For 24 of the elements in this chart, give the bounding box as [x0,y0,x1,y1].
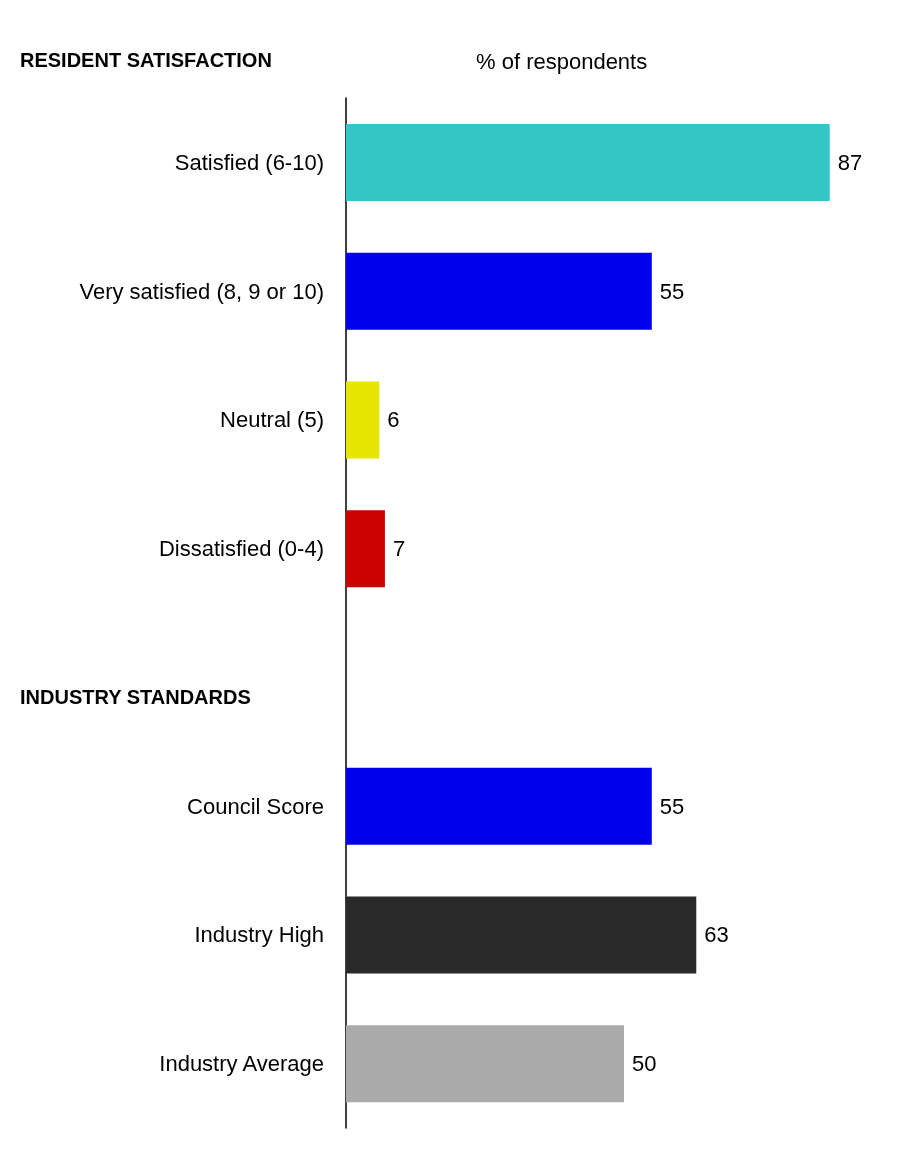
data-label: 6 [387,407,400,433]
data-label: 50 [632,1051,657,1077]
bar [346,1025,624,1103]
text: RESIDENT SATISFACTION [20,49,272,71]
data-label: 87 [837,149,863,175]
y-tick-label: Dissatisfied (0-4) [158,536,324,562]
data-label: 55 [659,793,685,819]
bar [346,252,652,330]
bar [346,767,652,845]
y-tick-label: Neutral (5) [220,407,324,433]
bar [346,510,385,588]
y-tick-label: Industry High [194,922,324,948]
bar [346,896,697,974]
data-label: 7 [392,536,406,562]
data-label: 55 [659,278,685,304]
y-tick-label: Industry Average [159,1051,324,1077]
y-tick-label: Council Score [187,793,324,819]
bar [346,123,830,201]
data-label: 63 [704,922,729,948]
y-tick-label: Satisfied (6-10) [174,149,324,175]
text: INDUSTRY STANDARDS [20,685,251,708]
x-axis-title: % of respondents [476,48,648,74]
bar [346,381,380,459]
y-tick-label: Very satisfied (8, 9 or 10) [79,278,324,304]
